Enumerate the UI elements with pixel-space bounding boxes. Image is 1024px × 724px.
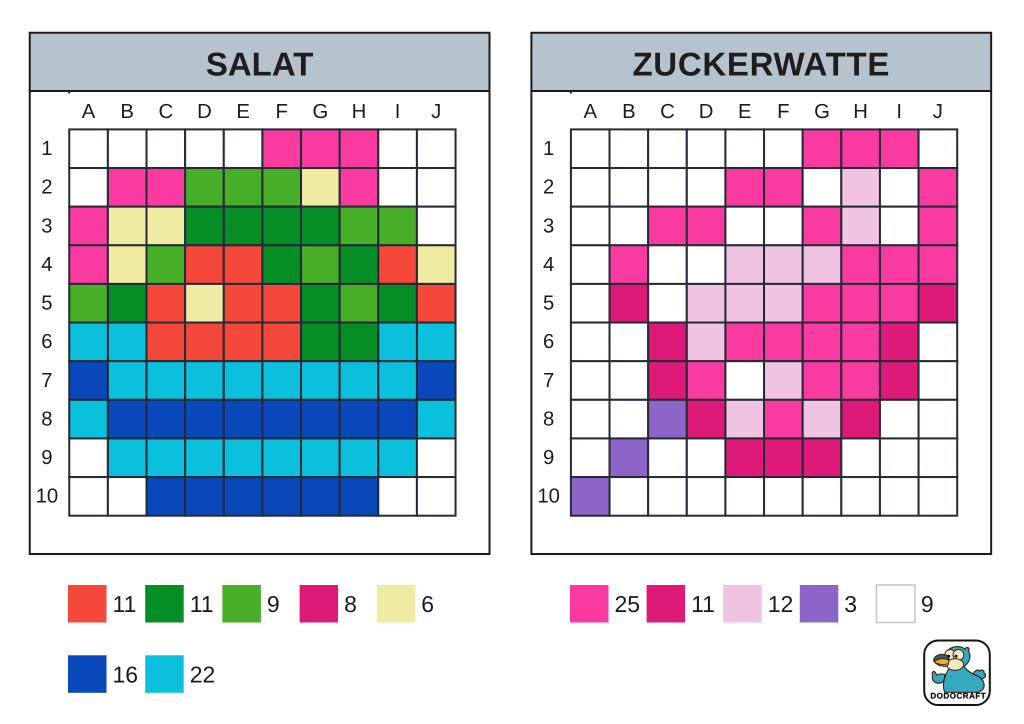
svg-text:C: C (158, 101, 173, 123)
svg-text:B: B (120, 101, 134, 123)
svg-text:I: I (896, 101, 902, 123)
svg-text:G: G (814, 101, 830, 123)
svg-text:6: 6 (41, 331, 52, 353)
svg-text:3: 3 (844, 591, 857, 617)
svg-text:7: 7 (41, 370, 52, 392)
svg-text:11: 11 (190, 591, 214, 617)
svg-text:3: 3 (41, 215, 52, 237)
svg-text:3: 3 (543, 215, 554, 237)
svg-text:F: F (276, 101, 288, 123)
svg-text:E: E (236, 101, 250, 123)
svg-text:I: I (395, 101, 401, 123)
svg-text:22: 22 (190, 661, 216, 687)
svg-text:J: J (933, 101, 943, 123)
svg-text:12: 12 (768, 591, 794, 617)
svg-text:C: C (660, 101, 675, 123)
svg-text:4: 4 (543, 254, 554, 276)
svg-text:10: 10 (537, 486, 560, 508)
svg-text:SALAT: SALAT (206, 46, 314, 83)
svg-text:H: H (352, 101, 367, 123)
svg-text:5: 5 (41, 293, 52, 315)
svg-text:J: J (431, 101, 441, 123)
svg-text:6: 6 (543, 331, 554, 353)
svg-text:D: D (197, 101, 212, 123)
svg-text:9: 9 (41, 447, 52, 469)
svg-text:8: 8 (344, 591, 357, 617)
svg-text:8: 8 (543, 408, 554, 430)
svg-text:A: A (82, 101, 96, 123)
svg-text:5: 5 (543, 293, 554, 315)
svg-text:9: 9 (921, 591, 934, 617)
svg-text:8: 8 (41, 408, 52, 430)
svg-text:16: 16 (113, 661, 139, 687)
svg-text:2: 2 (543, 177, 554, 199)
svg-text:11: 11 (691, 591, 715, 617)
svg-text:G: G (312, 101, 328, 123)
svg-text:F: F (777, 101, 789, 123)
svg-text:10: 10 (36, 486, 59, 508)
svg-text:25: 25 (615, 591, 641, 617)
svg-text:7: 7 (543, 370, 554, 392)
svg-text:H: H (853, 101, 868, 123)
svg-text:2: 2 (41, 177, 52, 199)
svg-text:D: D (699, 101, 714, 123)
svg-text:4: 4 (41, 254, 52, 276)
svg-text:9: 9 (267, 591, 280, 617)
svg-text:B: B (622, 101, 636, 123)
svg-text:6: 6 (421, 591, 434, 617)
svg-text:A: A (583, 101, 597, 123)
svg-text:1: 1 (543, 138, 554, 160)
svg-text:E: E (738, 101, 752, 123)
svg-text:9: 9 (543, 447, 554, 469)
svg-text:ZUCKERWATTE: ZUCKERWATTE (632, 46, 890, 83)
svg-text:11: 11 (113, 591, 137, 617)
svg-text:1: 1 (41, 138, 52, 160)
